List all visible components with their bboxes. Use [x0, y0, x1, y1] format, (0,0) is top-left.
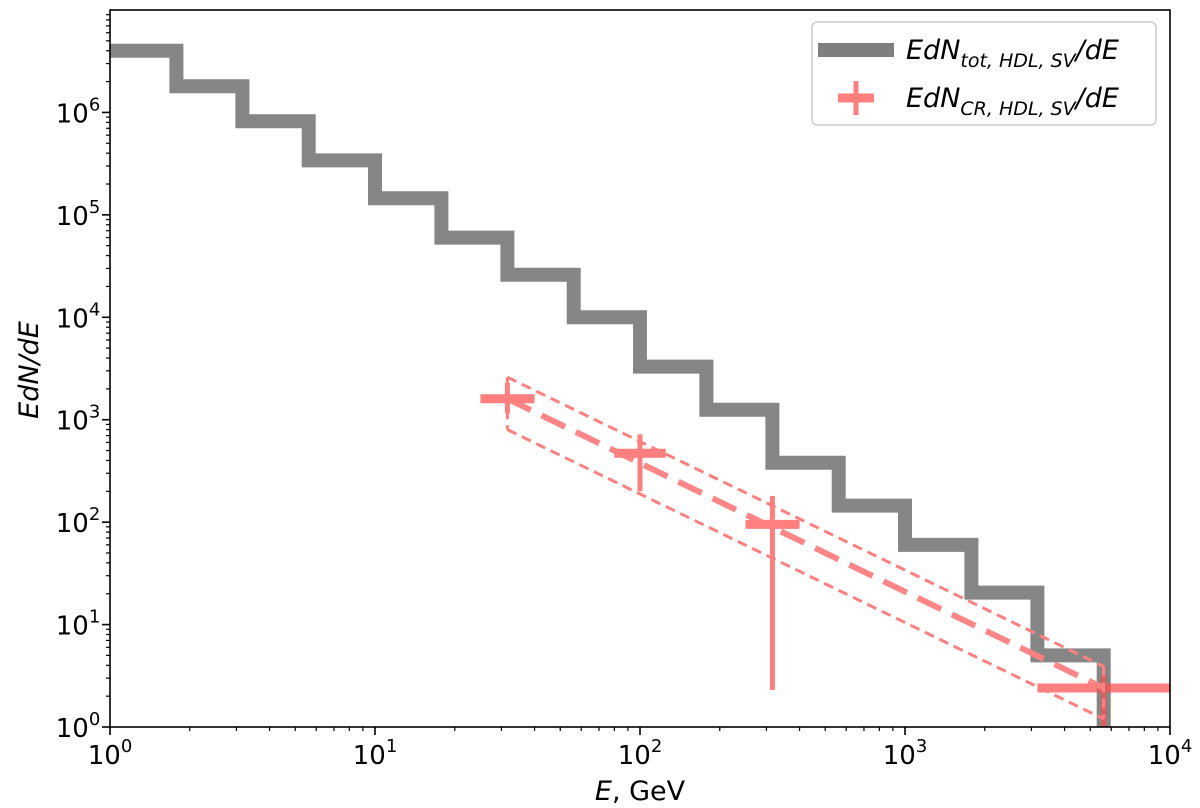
- legend-label-main: EdN: [906, 83, 960, 114]
- y-tick-base: 10: [56, 714, 89, 744]
- x-tick-exp: 1: [386, 736, 397, 757]
- plot-area: [110, 43, 1170, 727]
- y-tick-base: 10: [56, 304, 89, 334]
- fit-band-lower: [506, 428, 1105, 721]
- x-tick-base: 10: [1148, 741, 1181, 771]
- x-tick-label: 102: [618, 736, 663, 771]
- y-tick-base: 10: [56, 407, 89, 437]
- y-tick-label: 100: [56, 709, 101, 744]
- x-tick-label: 103: [883, 736, 928, 771]
- y-tick-exp: 4: [89, 299, 100, 320]
- x-tick-base: 10: [883, 741, 916, 771]
- legend-label-tail: /dE: [1074, 35, 1119, 66]
- y-tick-label: 106: [56, 94, 101, 129]
- step-line-total: [110, 43, 1111, 727]
- y-tick-exp: 6: [89, 94, 100, 115]
- y-tick-base: 10: [56, 509, 89, 539]
- y-tick-label: 101: [56, 607, 101, 642]
- y-tick-exp: 5: [89, 197, 100, 218]
- fit-line: [506, 396, 1105, 691]
- y-tick-base: 10: [56, 202, 89, 232]
- x-tick-base: 10: [88, 741, 121, 771]
- x-tick-label: 100: [88, 736, 133, 771]
- y-axis-label: EdN/dE: [14, 321, 45, 419]
- y-tick-exp: 0: [89, 709, 100, 730]
- legend-swatch-errorbar: [838, 81, 874, 115]
- x-tick-label: 101: [353, 736, 398, 771]
- legend-label-tail: /dE: [1074, 83, 1119, 114]
- fit-band-upper: [506, 375, 1105, 668]
- x-tick-exp: 2: [651, 736, 662, 757]
- legend-label-main: EdN: [906, 35, 960, 66]
- legend-label: EdNCR, HDL, SV/dE: [906, 83, 1119, 120]
- legend-box: [811, 21, 1157, 126]
- x-tick-exp: 4: [1181, 736, 1192, 757]
- x-tick-label: 104: [1148, 736, 1193, 771]
- legend-label-sub: tot, HDL, SV: [960, 50, 1077, 72]
- legend-item-2: EdNCR, HDL, SV/dE: [838, 81, 1119, 120]
- y-tick-exp: 3: [89, 402, 100, 423]
- x-tick-exp: 3: [916, 736, 927, 757]
- x-tick-base: 10: [353, 741, 386, 771]
- legend-label-sub: CR, HDL, SV: [960, 98, 1077, 120]
- x-tick-base: 10: [618, 741, 651, 771]
- data-layer: [110, 43, 1170, 727]
- data-point-cr-3: [745, 495, 800, 690]
- y-tick-label: 103: [56, 402, 101, 437]
- x-tick-exp: 0: [121, 736, 132, 757]
- y-tick-label: 105: [56, 197, 101, 232]
- x-axis-label: E, GeV: [595, 776, 686, 807]
- y-tick-base: 10: [56, 612, 89, 642]
- y-tick-exp: 1: [89, 607, 100, 628]
- legend-item-1: EdNtot, HDL, SV/dE: [818, 35, 1119, 72]
- y-tick-base: 10: [56, 99, 89, 129]
- y-tick-label: 104: [56, 299, 101, 334]
- legend-label: EdNtot, HDL, SV/dE: [906, 35, 1119, 72]
- y-tick-exp: 2: [89, 504, 100, 525]
- y-tick-label: 102: [56, 504, 101, 539]
